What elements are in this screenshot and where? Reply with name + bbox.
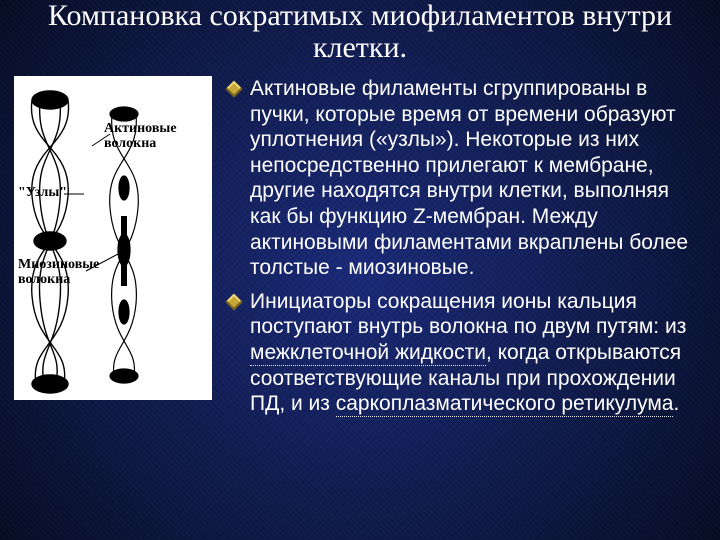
figure-label-myosin: Миозиновые волокна (18, 258, 110, 287)
bullet-item: Актиновые филаменты сгруппированы в пучк… (226, 76, 704, 281)
slide-root: Компановка сократимых миофиламентов внут… (0, 0, 720, 540)
underlined-term: межклеточной жидкости (250, 341, 486, 366)
slide-title: Компановка сократимых миофиламентов внут… (0, 0, 720, 63)
content-row: Актиновые волокна "Узлы" Миозиновые воло… (14, 76, 704, 425)
underlined-term: саркоплазматического ретикулума (336, 392, 674, 417)
bullet-list: Актиновые филаменты сгруппированы в пучк… (226, 76, 704, 425)
figure-label-knots: "Узлы" (18, 186, 78, 201)
bullet-text-part: . (673, 392, 679, 415)
bullet-item: Инициаторы сокращения ионы кальция посту… (226, 289, 704, 417)
figure-label-actin: Актиновые волокна (104, 122, 204, 151)
bullet-text-part: Инициаторы сокращения ионы кальция посту… (250, 290, 686, 339)
bullet-text: Актиновые филаменты сгруппированы в пучк… (250, 77, 688, 279)
figure-panel: Актиновые волокна "Узлы" Миозиновые воло… (14, 76, 212, 400)
